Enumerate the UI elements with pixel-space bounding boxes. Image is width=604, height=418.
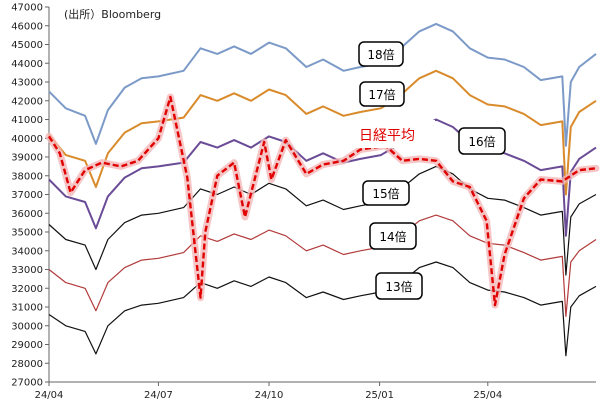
y-tick-label: 37000 xyxy=(11,190,43,201)
y-tick-label: 28000 xyxy=(11,359,43,370)
x-tick-label: 24/10 xyxy=(255,390,284,401)
series-group xyxy=(45,22,600,357)
x-tick-label: 25/04 xyxy=(473,390,502,401)
series-line-1 xyxy=(48,69,597,196)
label-15x-text: 15倍 xyxy=(372,186,399,201)
x-tick-label: 24/07 xyxy=(144,390,173,401)
y-tick-label: 38000 xyxy=(11,171,43,182)
label-14x: 14倍 xyxy=(369,222,417,250)
label-18x-text: 18倍 xyxy=(367,47,394,62)
label-nikkei: 日経平均 xyxy=(339,120,435,148)
y-tick-label: 40000 xyxy=(11,134,43,145)
label-17x-text: 17倍 xyxy=(368,87,395,102)
series-line-2 xyxy=(48,118,597,237)
y-tick-label: 46000 xyxy=(11,21,43,32)
y-tick-label: 33000 xyxy=(11,265,43,276)
series-line-3 xyxy=(48,165,597,276)
label-16x: 16倍 xyxy=(458,127,506,155)
x-tick-label: 24/04 xyxy=(35,390,64,401)
label-14x-text: 14倍 xyxy=(379,229,406,244)
x-axis-ticks: 24/04 24/07 24/10 25/01 25/04 xyxy=(35,382,502,401)
y-tick-label: 45000 xyxy=(11,40,43,51)
series-line-0 xyxy=(48,22,597,147)
label-18x: 18倍 xyxy=(358,41,404,67)
y-tick-label: 41000 xyxy=(11,115,43,126)
series-line-6 xyxy=(47,95,597,307)
y-tick-label: 47000 xyxy=(11,3,43,14)
label-13x-text: 13倍 xyxy=(385,279,412,294)
y-axis-ticks: 27000 28000 29000 30000 31000 32000 33000 34000… xyxy=(11,3,49,389)
y-tick-label: 31000 xyxy=(11,303,43,314)
y-tick-label: 44000 xyxy=(11,59,43,70)
y-tick-label: 43000 xyxy=(11,78,43,89)
source-label: (出所）Bloomberg xyxy=(64,7,161,21)
x-tick-label: 25/01 xyxy=(365,390,394,401)
label-nikkei-text: 日経平均 xyxy=(359,128,415,144)
y-tick-label: 39000 xyxy=(11,153,43,164)
y-tick-label: 27000 xyxy=(11,378,43,389)
label-16x-text: 16倍 xyxy=(468,134,495,149)
label-17x: 17倍 xyxy=(359,81,405,107)
y-tick-label: 30000 xyxy=(11,321,43,332)
y-tick-label: 42000 xyxy=(11,96,43,107)
y-tick-label: 29000 xyxy=(11,340,43,351)
series-line-5 xyxy=(48,261,597,357)
y-tick-label: 32000 xyxy=(11,284,43,295)
label-15x: 15倍 xyxy=(362,180,410,206)
series-line-4 xyxy=(48,214,597,317)
label-13x: 13倍 xyxy=(375,272,423,300)
y-tick-label: 34000 xyxy=(11,246,43,257)
y-tick-label: 35000 xyxy=(11,228,43,239)
y-tick-label: 36000 xyxy=(11,209,43,220)
